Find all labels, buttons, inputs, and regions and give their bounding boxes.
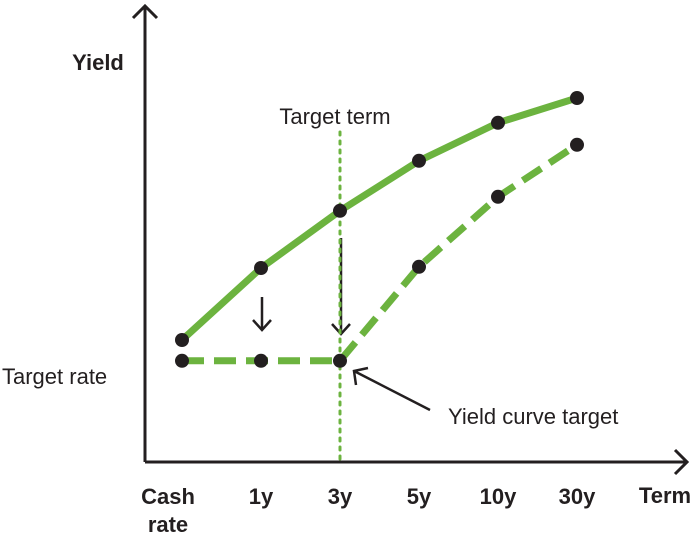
data-point (175, 333, 189, 347)
series-line (182, 141, 579, 365)
x-axis-label: Term (639, 483, 691, 508)
axes (131, 3, 690, 476)
x-tick-label: 10y (479, 484, 517, 509)
data-point (412, 259, 426, 274)
x-tick-label: Cash rate (141, 484, 195, 537)
down-arrow-head (252, 319, 272, 332)
series-line (179, 94, 579, 343)
x-axis-arrow (673, 448, 690, 476)
x-tick-label: 1y (248, 484, 274, 509)
data-point (254, 261, 268, 275)
data-point (412, 153, 426, 168)
yield-curve-target-label: Yield curve target (448, 404, 618, 429)
y-axis-arrow (131, 3, 159, 20)
x-tick-label: 30y (558, 484, 596, 509)
data-point (570, 137, 584, 152)
data-point (175, 353, 189, 368)
x-tick-label: 5y (406, 484, 432, 509)
target-term-label: Target term (279, 104, 390, 129)
data-point (491, 115, 505, 130)
data-point (570, 91, 584, 105)
x-tick-label: 3y (327, 484, 353, 509)
data-point (333, 353, 347, 368)
data-point (254, 353, 268, 368)
y-axis-label: Yield (72, 50, 124, 75)
target-rate-label: Target rate (2, 364, 107, 389)
pointer-arrow (353, 369, 431, 412)
data-point (333, 203, 347, 218)
data-point (491, 189, 505, 204)
pointer-arrow-head (352, 366, 369, 386)
